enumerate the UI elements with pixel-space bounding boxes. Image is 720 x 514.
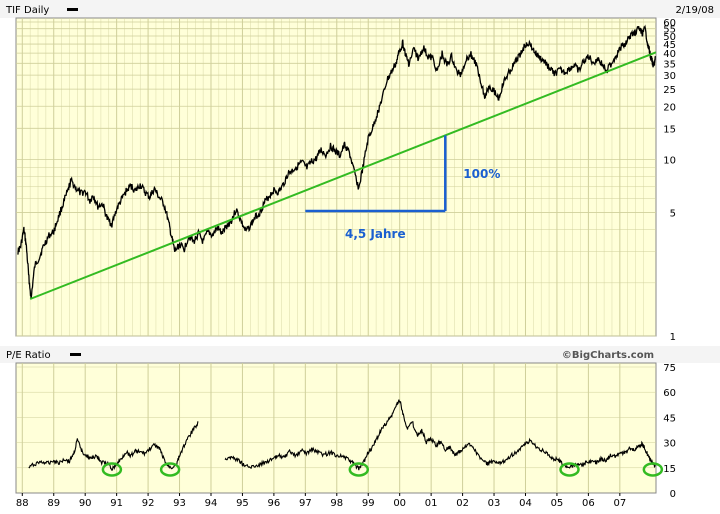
pe-y-tick-label: 0 (670, 489, 676, 500)
pe-legend-swatch (70, 353, 81, 356)
x-tick-label: 00 (393, 498, 406, 509)
x-tick-label: 92 (142, 498, 155, 509)
x-tick-label: 89 (47, 498, 60, 509)
x-tick-label: 07 (613, 498, 626, 509)
pe-panel-header (0, 346, 720, 363)
price-grid (16, 18, 656, 337)
x-tick-label: 96 (268, 498, 281, 509)
ticker-label: TIF Daily (5, 5, 49, 16)
price-y-tick-label: 25 (663, 85, 676, 96)
x-tick-label: 02 (456, 498, 469, 509)
price-y-tick-label: 5 (670, 209, 676, 220)
x-tick-label: 94 (205, 498, 218, 509)
header-date: 2/19/08 (675, 5, 714, 16)
pe-y-tick-label: 30 (663, 439, 676, 450)
annotations: 100% 4,5 Jahre (305, 135, 500, 241)
gain-annotation: 100% (463, 167, 500, 181)
price-y-tick-label: 20 (663, 102, 676, 113)
price-y-tick-label: 40 (663, 49, 676, 60)
bigcharts-credit: ©BigCharts.com (562, 350, 654, 361)
x-axis-ticks: 88 89 90 91 92 93 94 95 96 97 98 99 00 01 02 03 04 05 06 07 (16, 493, 626, 509)
pe-y-tick-label: 75 (663, 363, 676, 374)
price-y-tick-label: 10 (663, 155, 676, 166)
pe-low-circle (159, 462, 181, 477)
x-tick-label: 01 (425, 498, 438, 509)
x-tick-label: 04 (519, 498, 532, 509)
x-tick-label: 99 (362, 498, 375, 509)
x-tick-label: 03 (488, 498, 501, 509)
trendline (29, 51, 657, 300)
pe-panel-label: P/E Ratio (6, 350, 51, 361)
x-tick-label: 88 (16, 498, 29, 509)
pe-line-segment (224, 399, 656, 471)
pe-y-tick-label: 15 (663, 464, 676, 475)
pe-plot-area (15, 362, 657, 494)
pe-low-circle (348, 462, 370, 477)
price-y-tick-label: 55 (663, 25, 676, 36)
price-legend-swatch (67, 8, 78, 11)
pe-low-circles (101, 462, 664, 477)
price-y-tick-label: 35 (663, 59, 676, 70)
x-tick-label: 05 (551, 498, 564, 509)
x-tick-label: 98 (330, 498, 343, 509)
x-tick-label: 06 (582, 498, 595, 509)
price-y-tick-label: 60 (663, 18, 676, 29)
pe-low-circle (101, 462, 123, 477)
price-line (17, 24, 657, 300)
x-tick-label: 90 (79, 498, 92, 509)
pe-line-segment (28, 421, 199, 471)
x-tick-label: 95 (236, 498, 249, 509)
price-series (17, 24, 657, 300)
pe-low-circle (559, 462, 580, 477)
duration-annotation: 4,5 Jahre (345, 227, 406, 241)
pe-y-tick-label: 60 (663, 388, 676, 399)
price-y-tick-label: 45 (663, 40, 676, 51)
x-tick-label: 93 (173, 498, 186, 509)
pe-series (28, 399, 656, 471)
price-plot-area (15, 17, 657, 337)
pe-low-circle (642, 462, 664, 477)
price-panel-header (0, 0, 720, 18)
pe-y-tick-label: 45 (663, 413, 676, 424)
pe-y-ticks: 0 15 30 45 60 75 (663, 363, 676, 500)
price-y-tick-label: 15 (663, 124, 676, 135)
price-y-tick-label: 30 (663, 71, 676, 82)
price-y-tick-label: 1 (670, 332, 676, 343)
price-y-tick-label: 50 (663, 32, 676, 43)
pe-grid (16, 363, 656, 493)
x-tick-label: 97 (299, 498, 312, 509)
x-tick-label: 91 (110, 498, 123, 509)
